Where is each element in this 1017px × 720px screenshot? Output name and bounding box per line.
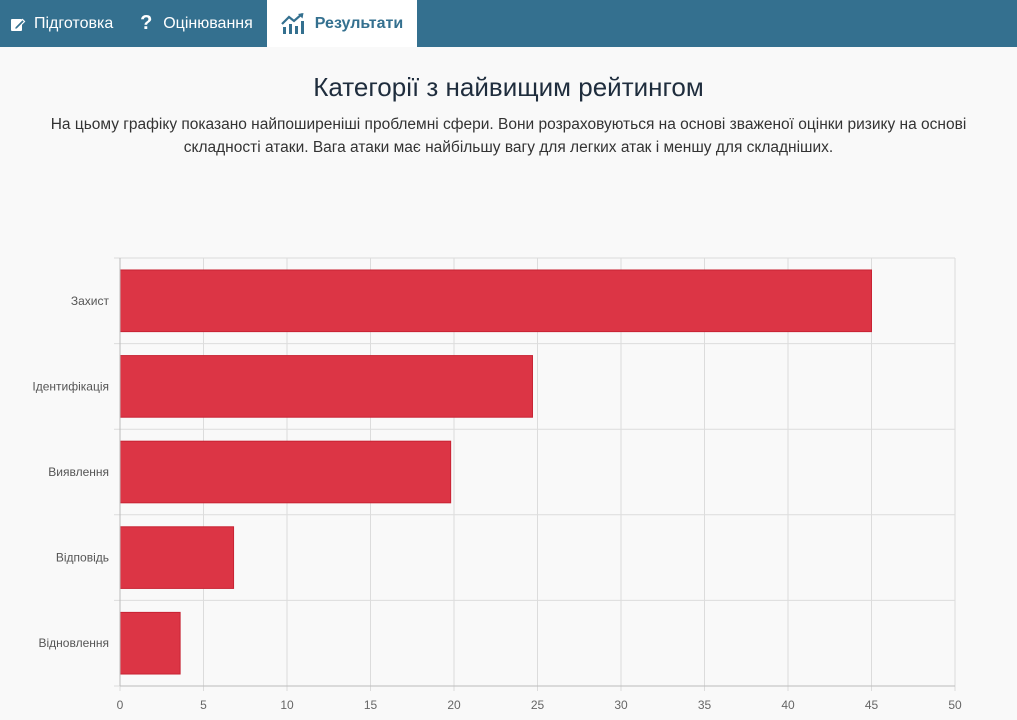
x-tick-label: 35 — [698, 698, 712, 712]
page-title: Категорії з найвищим рейтингом — [313, 72, 704, 102]
bar — [119, 269, 872, 333]
y-tick-label: Виявлення — [48, 465, 109, 479]
question-icon: ? — [140, 12, 153, 34]
tab-results[interactable]: Результати — [266, 0, 418, 47]
bar — [119, 611, 181, 675]
x-tick-label: 20 — [447, 698, 461, 712]
tab-label: Результати — [314, 14, 404, 32]
bar — [119, 355, 533, 418]
x-tick-label: 10 — [280, 698, 294, 712]
tab-label: Оцінювання — [163, 14, 253, 32]
results-panel: Категорії з найвищим рейтингом На цьому … — [0, 72, 1017, 712]
y-tick-label: Відновлення — [39, 636, 110, 650]
x-tick-label: 50 — [948, 698, 962, 712]
x-tick-label: 0 — [117, 698, 124, 712]
x-tick-label: 15 — [364, 698, 378, 712]
tab-label: Підготовка — [34, 14, 114, 32]
y-tick-label: Відповідь — [56, 551, 109, 565]
tab-preparation[interactable]: Підготовка — [0, 0, 127, 47]
x-tick-label: 30 — [614, 698, 628, 712]
chart-description: На цьому графіку показано найпоширеніші … — [50, 116, 967, 156]
x-tick-label: 40 — [781, 698, 795, 712]
tab-assessment[interactable]: ? Оцінювання — [127, 0, 267, 47]
bar-chart: 0 5 10 15 20 25 30 35 40 45 50 Захист Ідентифікація В… — [32, 257, 962, 712]
x-tick-label: 25 — [531, 698, 545, 712]
y-tick-label: Ідентифікація — [32, 379, 109, 393]
edit-icon — [10, 16, 26, 32]
top-nav: Підготовка ? Оцінювання Результати — [0, 0, 1017, 47]
x-tick-label: 5 — [200, 698, 207, 712]
bar — [119, 526, 235, 589]
y-tick-label: Захист — [71, 294, 110, 308]
bar — [119, 440, 452, 504]
x-tick-label: 45 — [865, 698, 879, 712]
chart-trend-icon — [281, 12, 307, 35]
